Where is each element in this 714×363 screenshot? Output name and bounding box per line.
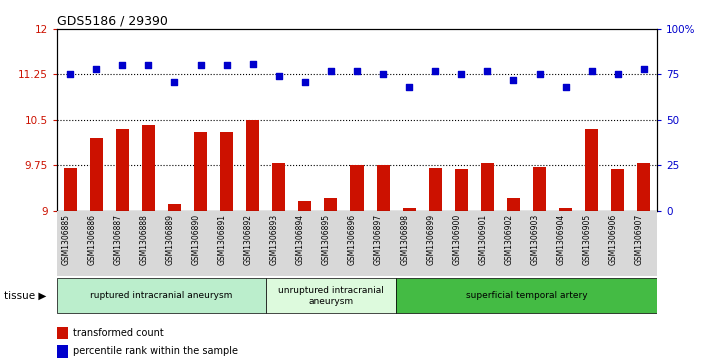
Text: GSM1306895: GSM1306895 [322,214,331,265]
Bar [220,132,233,211]
Point [378,72,389,77]
Text: GSM1306885: GSM1306885 [61,214,70,265]
Bar [481,163,494,211]
Point [169,79,180,85]
Bar [298,201,311,211]
Text: ruptured intracranial aneurysm: ruptured intracranial aneurysm [90,291,233,300]
Text: unruptured intracranial
aneurysm: unruptured intracranial aneurysm [278,286,384,306]
Text: GSM1306889: GSM1306889 [166,214,174,265]
Bar [246,120,259,211]
Text: GSM1306900: GSM1306900 [452,214,461,265]
Text: GSM1306898: GSM1306898 [400,214,409,265]
Text: tissue ▶: tissue ▶ [4,291,46,301]
Point [221,62,232,68]
Bar [324,199,338,211]
Bar [403,208,416,211]
Text: GSM1306903: GSM1306903 [531,214,540,265]
Bar [428,168,442,211]
Bar [559,208,572,211]
Bar [57,345,68,358]
Point [64,72,76,77]
Point [534,72,545,77]
Text: transformed count: transformed count [74,328,164,338]
Text: superficial temporal artery: superficial temporal artery [466,291,588,300]
Point [116,62,128,68]
Bar [455,170,468,211]
Text: GSM1306891: GSM1306891 [218,214,226,265]
Point [299,79,311,85]
Text: percentile rank within the sample: percentile rank within the sample [74,346,238,356]
Bar [57,327,68,339]
Point [273,73,284,79]
Point [247,61,258,66]
Bar [585,129,598,211]
Text: GSM1306888: GSM1306888 [139,214,149,265]
Point [430,68,441,74]
Text: GSM1306907: GSM1306907 [635,214,644,265]
Bar [57,278,266,313]
Bar [533,167,546,211]
Bar [507,199,520,211]
Text: GSM1306886: GSM1306886 [87,214,96,265]
Bar [638,163,650,211]
Bar [194,132,207,211]
Text: GSM1306906: GSM1306906 [609,214,618,265]
Text: GSM1306894: GSM1306894 [296,214,305,265]
Point [351,68,363,74]
Point [456,72,467,77]
Bar [396,278,657,313]
Bar [142,125,155,211]
Point [91,66,102,72]
Bar [266,278,396,313]
Text: GDS5186 / 29390: GDS5186 / 29390 [57,15,168,28]
Text: GSM1306887: GSM1306887 [114,214,122,265]
Point [586,68,598,74]
Text: GSM1306905: GSM1306905 [583,214,592,265]
Point [508,77,519,83]
Bar [168,204,181,211]
Text: GSM1306892: GSM1306892 [243,214,253,265]
Bar [611,170,624,211]
Point [403,84,415,90]
Point [560,84,571,90]
Point [482,68,493,74]
Text: GSM1306896: GSM1306896 [348,214,357,265]
Text: GSM1306890: GSM1306890 [191,214,201,265]
Point [612,72,623,77]
Bar [90,138,103,211]
Text: GSM1306897: GSM1306897 [374,214,383,265]
Text: GSM1306901: GSM1306901 [478,214,488,265]
Text: GSM1306902: GSM1306902 [505,214,513,265]
Bar [64,168,76,211]
Point [143,62,154,68]
Point [638,66,650,72]
Bar [376,165,390,211]
Bar [272,163,286,211]
Text: GSM1306893: GSM1306893 [270,214,278,265]
Text: GSM1306904: GSM1306904 [557,214,565,265]
Point [325,68,336,74]
Text: GSM1306899: GSM1306899 [426,214,436,265]
Bar [351,165,363,211]
Bar [116,129,129,211]
Point [195,62,206,68]
